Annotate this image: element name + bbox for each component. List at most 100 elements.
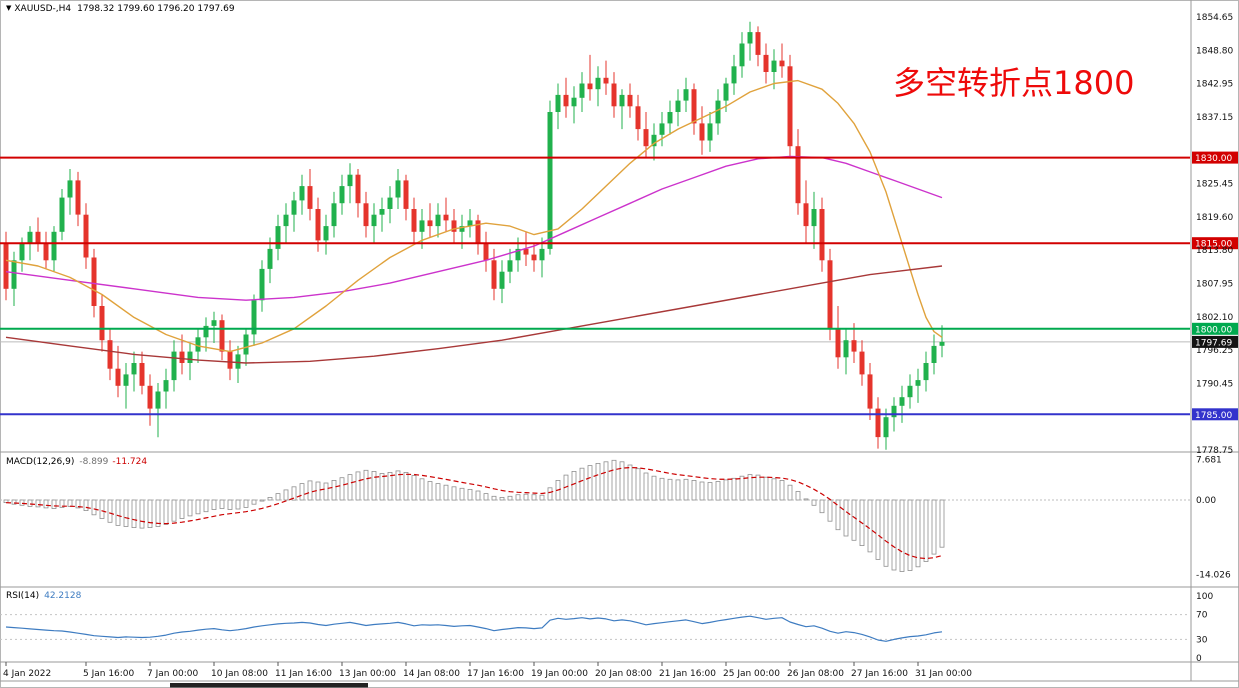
macd-histogram-bar [731,477,737,501]
macd-histogram-bar [307,480,313,501]
level-price-badge-text: 1830.00 [1195,154,1232,164]
level-price-badge [1192,151,1238,164]
rsi-axis-label: 100 [1196,592,1213,602]
macd-histogram-bar [667,478,673,501]
time-scale[interactable] [0,662,1191,681]
macd-histogram-bar [187,499,193,517]
macd-histogram-bar [779,479,785,501]
macd-axis-label: 0.00 [1196,496,1216,506]
candle-down [443,214,449,221]
candle-up [331,203,337,227]
candle-up [659,123,665,135]
macd-histogram-bar [123,499,129,527]
candle-up [731,66,737,84]
time-label: 21 Jan 16:00 [659,669,716,679]
macd-histogram-bar [875,499,881,560]
candle-down [851,340,857,352]
price-tick-label: 1825.45 [1196,180,1233,190]
macd-histogram-bar [179,499,185,519]
current-price-badge-text: 1797.69 [1195,338,1232,348]
candle-up [19,243,25,261]
candle-up [723,83,729,101]
candle-up [459,226,465,232]
candle-up [387,197,393,209]
candle-down [523,248,529,255]
candle-up [555,94,561,112]
macd-histogram-bar [243,499,249,508]
time-label: 31 Jan 00:00 [915,669,972,679]
macd-histogram-bar [811,499,817,506]
macd-histogram-bar [691,479,697,501]
candle-up [515,248,521,261]
macd-histogram-bar [747,474,753,501]
macd-histogram-bar [235,499,241,510]
macd-histogram-bar [483,493,489,501]
candle-up [507,260,513,272]
macd-histogram-bar [115,499,121,526]
macd-histogram-bar [595,462,601,501]
macd-histogram-bar [251,499,257,505]
level-price-badge-text: 1815.00 [1195,240,1232,250]
candle-down [643,129,649,147]
horizontal-scrollbar-thumb[interactable] [170,683,368,688]
candle-down [363,203,369,227]
rsi-axis-label: 30 [1196,635,1208,645]
macd-signal-value: -11.724 [112,457,148,467]
candle-up [891,405,897,418]
candle-up [883,417,889,438]
candle-down [99,306,105,341]
macd-histogram-bar [891,499,897,571]
macd-histogram-bar [851,499,857,541]
candle-up [595,77,601,90]
macd-histogram-bar [387,471,393,501]
price-scale[interactable] [1191,0,1239,681]
price-tick-label: 1790.45 [1196,379,1233,389]
candle-down [563,94,569,107]
candle-down [875,408,881,438]
candle-down [699,123,705,141]
candle-up [683,89,689,101]
candle-up [547,112,553,249]
price-tick-label: 1796.25 [1196,346,1233,356]
candle-down [779,60,785,67]
candle-up [379,209,385,215]
macd-histogram-bar [467,488,473,501]
macd-histogram-bar [515,494,521,501]
macd-name: MACD(12,26,9) [6,457,75,467]
candle-up [811,209,817,227]
candle-up [539,248,545,261]
candle-down [115,368,121,386]
candle-down [803,203,809,227]
candle-down [611,83,617,107]
macd-histogram-bar [275,493,281,501]
macd-histogram-bar [843,499,849,537]
time-label: 14 Jan 08:00 [403,669,460,679]
collapse-arrow-icon[interactable]: ▼ [6,4,12,12]
macd-histogram-bar [787,484,793,501]
candle-up [299,186,305,201]
candle-up [923,363,929,381]
time-label: 4 Jan 2022 [3,669,51,679]
macd-histogram-bar [907,499,913,571]
macd-histogram-bar [355,471,361,501]
macd-histogram-bar [931,499,937,555]
macd-histogram-bar [283,489,289,501]
candle-up [259,268,265,301]
candle-up [275,226,281,249]
macd-axis-label: -14.026 [1196,570,1231,580]
candle-up [203,325,209,338]
candle-down [859,351,865,375]
chart-annotation-text[interactable]: 多空转折点1800 [893,64,1135,102]
macd-histogram-bar [659,477,665,501]
candle-down [451,220,457,232]
rsi-line [5,615,943,642]
macd-histogram-bar [99,499,105,519]
macd-histogram-bar [227,499,233,510]
macd-histogram-bar [619,461,625,501]
macd-histogram-bar [195,499,201,515]
ma-orange-line [5,79,943,353]
candle-down [83,214,89,258]
macd-indicator-label: MACD(12,26,9) -8.899 -11.724 [6,457,147,467]
candle-up [51,231,57,261]
